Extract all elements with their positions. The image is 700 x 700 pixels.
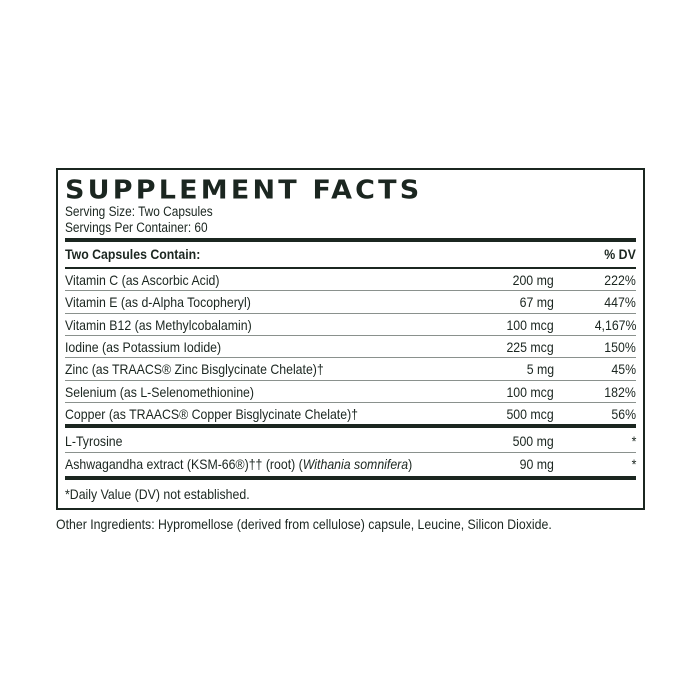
divider xyxy=(65,452,636,453)
ingredient-amount: 100 mcg xyxy=(506,383,554,400)
divider xyxy=(65,312,636,314)
name-suffix: ) xyxy=(408,456,413,472)
table-row: Vitamin E (as d-Alpha Tocopheryl) 67 mg 44… xyxy=(65,291,636,313)
servings-per-container: Servings Per Container: 60 xyxy=(65,220,208,235)
ingredient-amount: 500 mcg xyxy=(506,405,554,422)
serving-size: Serving Size: Two Capsules xyxy=(65,204,213,219)
ingredient-amount: 225 mcg xyxy=(506,338,554,355)
ingredient-amount: 5 mg xyxy=(526,361,554,378)
ingredient-amount: 67 mg xyxy=(519,294,554,311)
name-prefix: Ashwagandha extract (KSM-66®)†† (root) ( xyxy=(65,456,303,472)
ingredient-name: Vitamin B12 (as Methylcobalamin) xyxy=(65,316,252,333)
ingredient-dv: 150% xyxy=(604,338,636,355)
divider xyxy=(65,238,636,242)
table-row: Ashwagandha extract (KSM-66®)†† (root) (… xyxy=(65,453,636,475)
table-row: Zinc (as TRAACS® Zinc Bisglycinate Chela… xyxy=(65,358,636,380)
ingredient-amount: 100 mcg xyxy=(506,316,554,333)
ingredient-name: Iodine (as Potassium Iodide) xyxy=(65,338,222,355)
ingredient-dv: * xyxy=(631,456,636,472)
table-row: Selenium (as L-Selenomethionine) 100 mcg 1… xyxy=(65,381,636,403)
divider xyxy=(65,476,636,480)
divider xyxy=(65,401,636,403)
divider xyxy=(65,424,636,428)
footnote: *Daily Value (DV) not established. xyxy=(65,486,250,502)
other-ingredients: Other Ingredients: Hypromellose (derived… xyxy=(56,516,552,532)
header-label: Two Capsules Contain: xyxy=(65,246,201,262)
ingredient-name: Copper (as TRAACS® Copper Bisglycinate C… xyxy=(65,405,359,422)
table-row: Copper (as TRAACS® Copper Bisglycinate C… xyxy=(65,403,636,425)
ingredient-dv: 56% xyxy=(611,405,636,422)
ingredient-amount: 500 mg xyxy=(512,433,554,449)
ingredient-dv: 447% xyxy=(604,294,636,311)
header-row: Two Capsules Contain: % DV xyxy=(65,243,636,265)
divider xyxy=(65,379,636,381)
ingredient-dv: * xyxy=(631,433,636,449)
panel-title: SUPPLEMENT FACTS xyxy=(65,175,423,206)
ingredient-amount: 200 mg xyxy=(512,272,554,288)
ingredient-name: Vitamin C (as Ascorbic Acid) xyxy=(65,272,220,288)
ingredient-dv: 4,167% xyxy=(594,316,636,333)
ingredient-dv: 222% xyxy=(604,272,636,288)
ingredient-dv: 182% xyxy=(604,383,636,400)
ingredient-dv: 45% xyxy=(611,361,636,378)
ingredient-name: Vitamin E (as d-Alpha Tocopheryl) xyxy=(65,294,251,311)
table-row: Vitamin B12 (as Methylcobalamin) 100 mcg 4… xyxy=(65,314,636,336)
ingredient-name: L-Tyrosine xyxy=(65,433,123,449)
ingredient-amount: 90 mg xyxy=(519,456,554,472)
table-row: Iodine (as Potassium Iodide) 225 mcg 150% xyxy=(65,336,636,358)
header-dv: % DV xyxy=(604,246,636,262)
divider xyxy=(65,334,636,336)
table-row: L-Tyrosine 500 mg * xyxy=(65,430,636,452)
ingredient-name: Selenium (as L-Selenomethionine) xyxy=(65,383,255,400)
divider xyxy=(65,357,636,359)
divider xyxy=(65,290,636,292)
supplement-facts-panel: SUPPLEMENT FACTS Serving Size: Two Capsu… xyxy=(56,168,645,510)
latin-name: Withania somnifera xyxy=(302,456,409,472)
ingredient-name: Ashwagandha extract (KSM-66®)†† (root) (… xyxy=(65,453,412,475)
ingredient-name: Zinc (as TRAACS® Zinc Bisglycinate Chela… xyxy=(65,361,324,378)
divider xyxy=(65,267,636,269)
table-row: Vitamin C (as Ascorbic Acid) 200 mg 222% xyxy=(65,269,636,291)
